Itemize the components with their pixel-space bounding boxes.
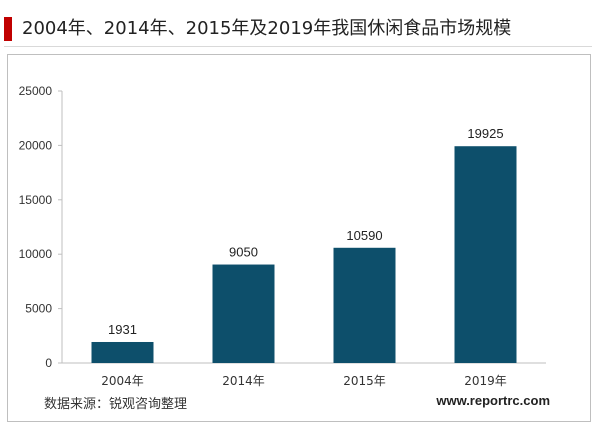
bar-value-label: 19925 (467, 126, 503, 141)
bar-value-label: 9050 (229, 245, 258, 260)
y-axis-ticks: 0 5000 10000 15000 20000 25000 (19, 84, 62, 370)
y-tick-label: 5000 (25, 302, 52, 316)
x-tick-label: 2014年 (222, 374, 265, 388)
bar-4 (454, 146, 517, 363)
bar-value-label: 1931 (108, 322, 137, 337)
y-tick-label: 20000 (19, 138, 53, 152)
title-accent-bar (4, 17, 12, 41)
x-tick-label: 2019年 (464, 374, 507, 388)
bar-1 (91, 341, 154, 363)
y-tick-label: 0 (45, 356, 52, 370)
data-source-note: 数据来源：锐观咨询整理 (44, 397, 188, 412)
bar-series: 1931 9050 10590 19925 (91, 126, 517, 363)
chart-frame (7, 54, 591, 422)
x-tick-label: 2015年 (343, 374, 386, 388)
title-divider (4, 46, 592, 47)
y-tick-label: 25000 (19, 84, 53, 98)
y-tick-label: 10000 (19, 247, 53, 261)
page-title: 2004年、2014年、2015年及2019年我国休闲食品市场规模 (22, 18, 512, 39)
bar-3 (333, 247, 396, 363)
x-tick-label: 2004年 (101, 374, 144, 388)
website-label: www.reportrc.com (436, 393, 550, 408)
y-tick-label: 15000 (19, 193, 53, 207)
bar-value-label: 10590 (346, 228, 382, 243)
bar-2 (212, 264, 275, 363)
x-axis-labels: 2004年 2014年 2015年 2019年 (101, 374, 507, 388)
